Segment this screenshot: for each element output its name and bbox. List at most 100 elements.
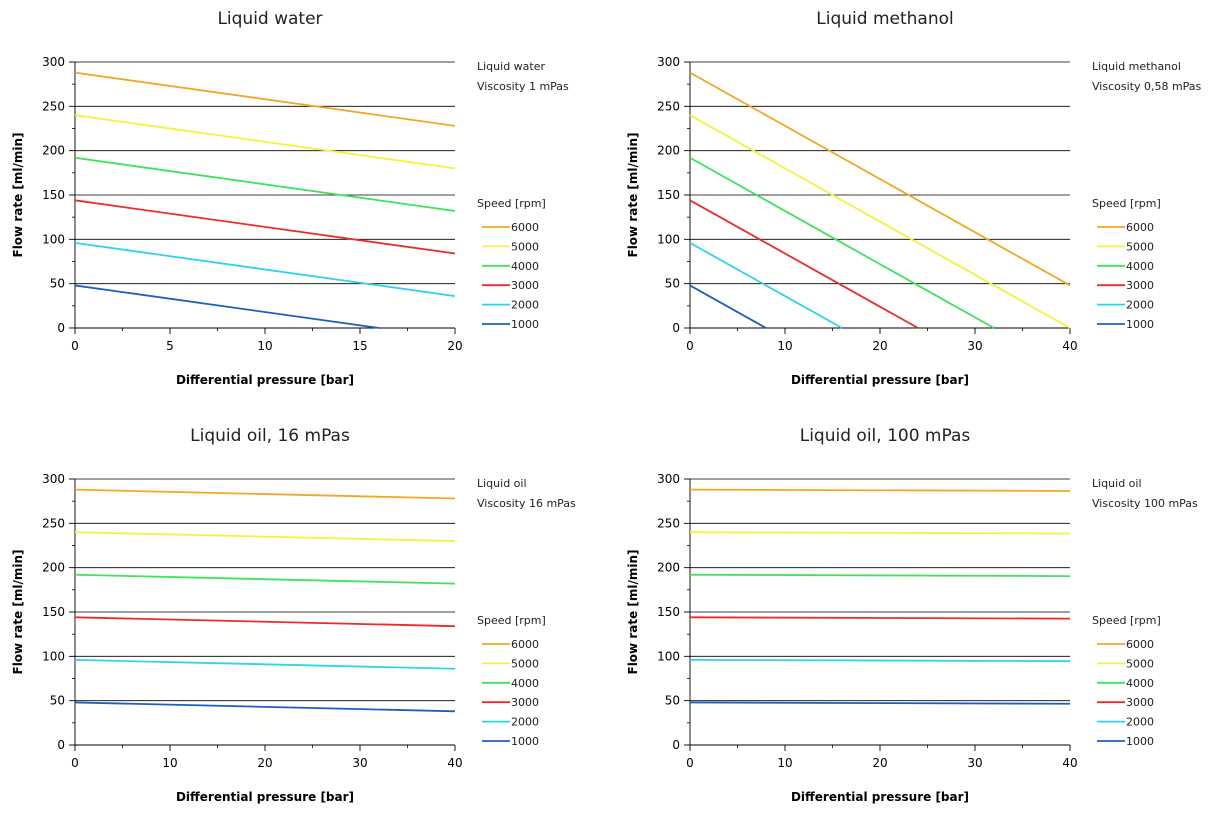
legend-title: Speed [rpm] xyxy=(1092,614,1161,627)
x-tick-label: 0 xyxy=(71,756,79,770)
chart-note: Liquid oil xyxy=(477,477,527,490)
legend-label-2000: 2000 xyxy=(511,299,539,312)
series-line-6000 xyxy=(689,488,1071,492)
series-line-1000 xyxy=(74,284,380,329)
x-tick-label: 30 xyxy=(967,339,982,353)
y-tick-label: 50 xyxy=(665,694,680,708)
series-line-1000 xyxy=(74,701,456,713)
x-axis-label: Differential pressure [bar] xyxy=(176,373,354,387)
y-axis-label: Flow rate [ml/min] xyxy=(11,549,25,674)
x-tick-label: 15 xyxy=(352,339,367,353)
series-line-2000 xyxy=(689,658,1071,663)
y-tick-label: 100 xyxy=(42,232,65,246)
legend-label-3000: 3000 xyxy=(1126,696,1154,709)
x-tick-label: 30 xyxy=(352,756,367,770)
legend-label-6000: 6000 xyxy=(1126,221,1154,234)
chart-liquid-methanol: Liquid methanol 0 50 100 150 200 250 300 0 10 20 30… xyxy=(615,0,1215,410)
y-tick-label: 200 xyxy=(42,561,65,575)
series-line-1000 xyxy=(689,701,1071,705)
series-line-3000 xyxy=(689,199,919,329)
y-tick-label: 300 xyxy=(657,55,680,69)
series-line-3000 xyxy=(74,616,456,628)
legend-title: Speed [rpm] xyxy=(477,614,546,627)
series-line-4000 xyxy=(689,573,1071,577)
legend-label-5000: 5000 xyxy=(1126,657,1154,670)
legend-label-4000: 4000 xyxy=(1126,260,1154,273)
y-tick-label: 100 xyxy=(657,649,680,663)
series-line-3000 xyxy=(689,616,1071,620)
legend-label-6000: 6000 xyxy=(1126,638,1154,651)
x-tick-label: 20 xyxy=(872,339,887,353)
y-tick-label: 50 xyxy=(50,277,65,291)
chart-note: Liquid methanol xyxy=(1092,60,1181,73)
y-tick-label: 250 xyxy=(42,516,65,530)
y-tick-label: 250 xyxy=(657,99,680,113)
y-tick-label: 250 xyxy=(42,99,65,113)
chart-liquid-oil-100: Liquid oil, 100 mPas 0 50 100 150 200 250 300 0 1… xyxy=(615,417,1215,827)
chart-note: Viscosity 1 mPas xyxy=(477,80,569,93)
y-axis-label: Flow rate [ml/min] xyxy=(626,549,640,674)
legend-label-1000: 1000 xyxy=(511,318,539,331)
x-tick-label: 20 xyxy=(447,339,462,353)
x-tick-label: 0 xyxy=(71,339,79,353)
x-tick-label: 10 xyxy=(777,756,792,770)
legend-label-2000: 2000 xyxy=(511,716,539,729)
y-tick-label: 150 xyxy=(657,188,680,202)
series-line-5000 xyxy=(689,114,1071,329)
x-axis-label: Differential pressure [bar] xyxy=(791,790,969,804)
y-tick-label: 100 xyxy=(657,232,680,246)
legend-title: Speed [rpm] xyxy=(1092,197,1161,210)
series-line-6000 xyxy=(689,71,1071,287)
x-tick-label: 5 xyxy=(166,339,174,353)
y-tick-label: 0 xyxy=(57,738,65,752)
chart-note: Viscosity 0,58 mPas xyxy=(1092,80,1202,93)
x-tick-label: 40 xyxy=(447,756,462,770)
legend-label-4000: 4000 xyxy=(1126,677,1154,690)
legend-label-5000: 5000 xyxy=(1126,240,1154,253)
legend-label-4000: 4000 xyxy=(511,677,539,690)
legend-label-6000: 6000 xyxy=(511,638,539,651)
series-line-2000 xyxy=(689,242,843,329)
series-line-2000 xyxy=(74,241,456,297)
y-tick-label: 0 xyxy=(672,321,680,335)
legend-label-4000: 4000 xyxy=(511,260,539,273)
series-line-5000 xyxy=(74,531,456,542)
legend-label-2000: 2000 xyxy=(1126,299,1154,312)
legend-label-5000: 5000 xyxy=(511,240,539,253)
legend-label-2000: 2000 xyxy=(1126,716,1154,729)
legend-label-1000: 1000 xyxy=(511,735,539,748)
series-line-5000 xyxy=(74,114,456,170)
x-tick-label: 0 xyxy=(686,339,694,353)
y-tick-label: 250 xyxy=(657,516,680,530)
y-tick-label: 150 xyxy=(657,605,680,619)
series-line-2000 xyxy=(74,658,456,670)
legend-label-3000: 3000 xyxy=(1126,279,1154,292)
y-tick-label: 50 xyxy=(50,694,65,708)
x-tick-label: 20 xyxy=(872,756,887,770)
y-tick-label: 200 xyxy=(657,561,680,575)
y-tick-label: 0 xyxy=(57,321,65,335)
x-tick-label: 10 xyxy=(777,339,792,353)
x-axis-label: Differential pressure [bar] xyxy=(176,790,354,804)
legend-label-5000: 5000 xyxy=(511,657,539,670)
series-line-4000 xyxy=(74,156,456,212)
series-line-5000 xyxy=(689,531,1071,535)
legend-label-1000: 1000 xyxy=(1126,318,1154,331)
chart-liquid-oil-16: Liquid oil, 16 mPas 0 50 100 150 200 250 300 0 10… xyxy=(0,417,600,827)
x-axis-label: Differential pressure [bar] xyxy=(791,373,969,387)
series-line-4000 xyxy=(74,573,456,585)
y-tick-label: 200 xyxy=(42,144,65,158)
x-tick-label: 30 xyxy=(967,756,982,770)
legend-label-3000: 3000 xyxy=(511,279,539,292)
chart-note: Viscosity 100 mPas xyxy=(1092,497,1198,510)
legend-title: Speed [rpm] xyxy=(477,197,546,210)
legend-label-3000: 3000 xyxy=(511,696,539,709)
legend-label-6000: 6000 xyxy=(511,221,539,234)
y-axis-label: Flow rate [ml/min] xyxy=(626,132,640,257)
chart-note: Viscosity 16 mPas xyxy=(477,497,576,510)
series-line-6000 xyxy=(74,488,456,500)
